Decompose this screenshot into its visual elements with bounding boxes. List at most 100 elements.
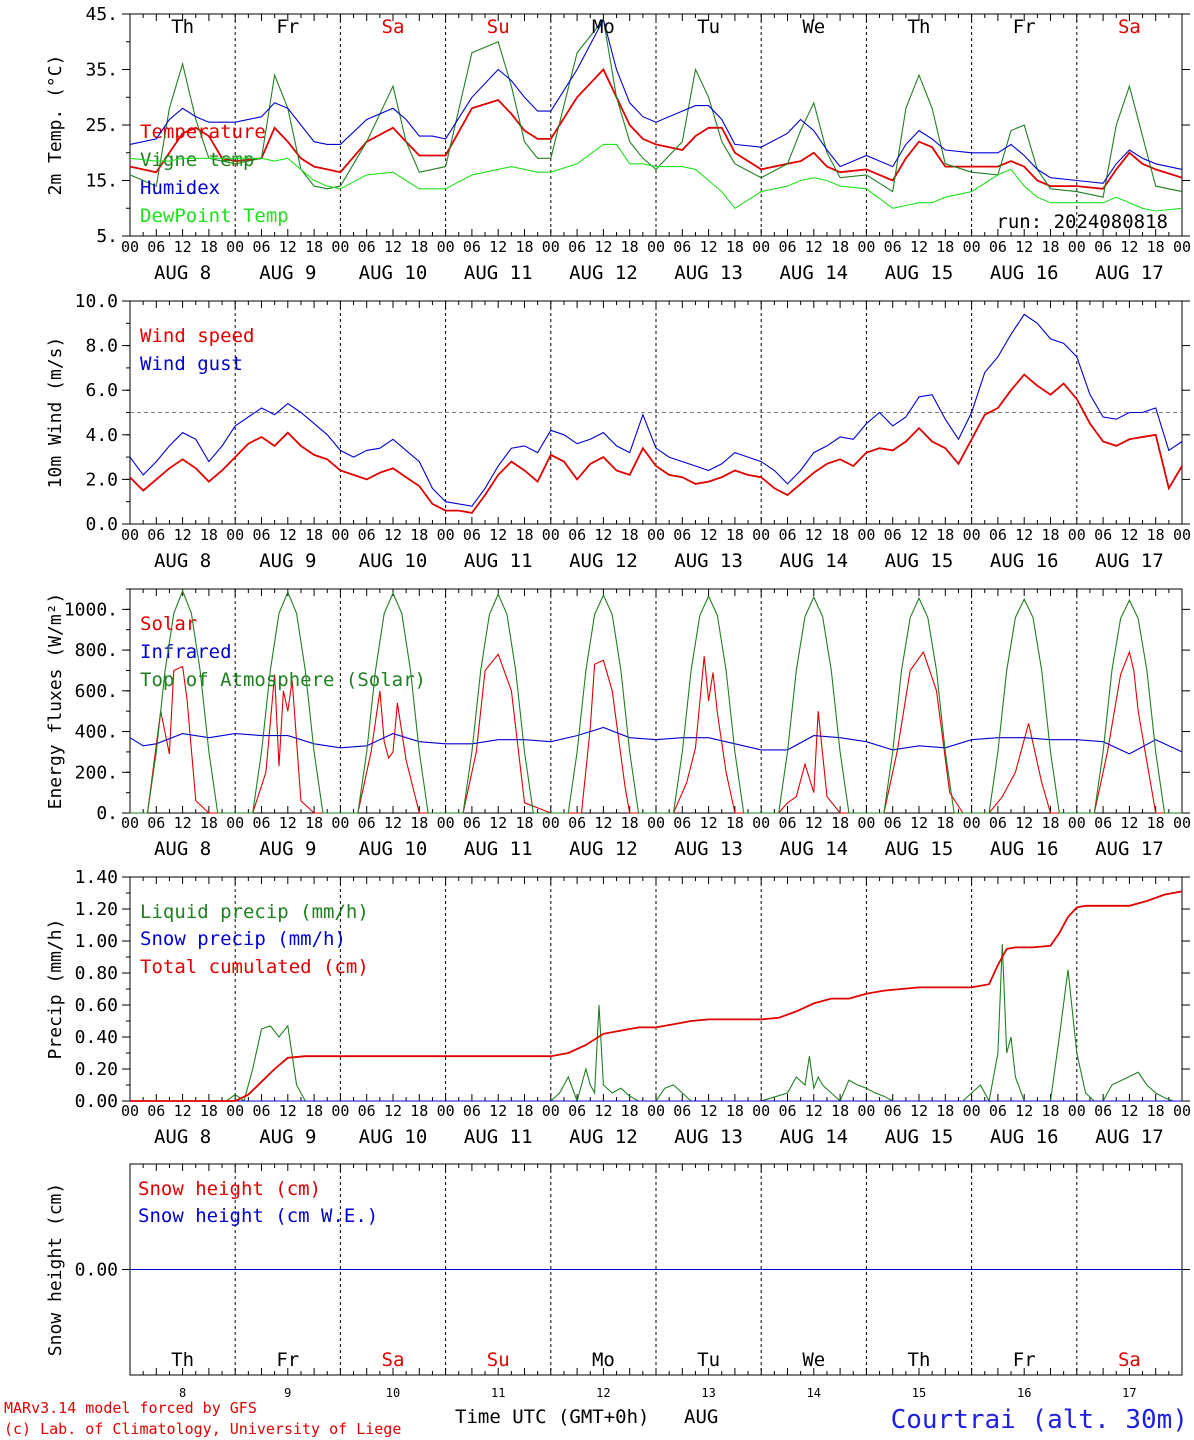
hour-label: 00: [857, 526, 875, 544]
hour-label: 00: [1068, 814, 1086, 832]
legend-entry: Wind gust: [140, 353, 243, 375]
hour-label: 06: [778, 526, 796, 544]
hour-label: 12: [1015, 814, 1033, 832]
y-tick-label: 5.: [96, 226, 118, 247]
hour-label: 18: [1147, 1102, 1165, 1120]
hour-label: 18: [410, 238, 428, 256]
hour-label: 18: [410, 814, 428, 832]
hour-label: 18: [1147, 238, 1165, 256]
hour-label: 12: [279, 238, 297, 256]
hour-label: 12: [489, 526, 507, 544]
hour-label: 06: [884, 814, 902, 832]
hour-label: 00: [963, 814, 981, 832]
date-label: AUG 17: [1095, 838, 1164, 860]
series-line-3: [129, 18, 1183, 184]
hour-label: 06: [568, 1102, 586, 1120]
hour-label: 06: [358, 814, 376, 832]
y-tick-label: 800.: [75, 640, 118, 661]
hour-label: 00: [226, 526, 244, 544]
hour-label: 18: [1041, 1102, 1059, 1120]
y-tick-label: 45.: [85, 4, 118, 25]
hour-label: 00: [1173, 814, 1191, 832]
date-label: AUG 9: [259, 262, 316, 284]
hour-label: 12: [384, 1102, 402, 1120]
date-label: AUG 8: [154, 1126, 211, 1148]
hour-label: 18: [936, 526, 954, 544]
weekday-label: Th: [908, 1349, 931, 1371]
date-label: AUG 9: [259, 838, 316, 860]
legend-entry: Solar: [140, 613, 197, 635]
date-label: AUG 14: [779, 550, 848, 572]
weekday-label: Th: [171, 1349, 194, 1371]
y-tick-label: 0.00: [75, 1091, 118, 1112]
weekday-label: Mo: [592, 1349, 615, 1371]
hour-label: 18: [200, 526, 218, 544]
date-label: AUG 12: [569, 1126, 638, 1148]
hour-label: 12: [594, 1102, 612, 1120]
weekday-label: Tu: [697, 16, 720, 38]
hour-label: 06: [989, 238, 1007, 256]
hour-label: 12: [279, 1102, 297, 1120]
hour-label: 12: [910, 238, 928, 256]
y-tick-label: 4.0: [85, 425, 118, 446]
station-name: Courtrai (alt. 30m): [891, 1405, 1188, 1435]
hour-label: 00: [857, 1102, 875, 1120]
hour-label: 18: [515, 1102, 533, 1120]
hour-label: 18: [1147, 526, 1165, 544]
hour-label: 00: [437, 238, 455, 256]
y-tick-label: 25.: [85, 115, 118, 136]
date-label: AUG 10: [359, 1126, 428, 1148]
hour-label: 06: [252, 526, 270, 544]
hour-label: 18: [621, 814, 639, 832]
date-label: AUG 9: [259, 550, 316, 572]
hour-label: 00: [1068, 238, 1086, 256]
hour-label: 18: [515, 814, 533, 832]
hour-label: 06: [147, 238, 165, 256]
hour-label: 12: [1015, 1102, 1033, 1120]
hour-label: 12: [594, 814, 612, 832]
hour-label: 00: [752, 814, 770, 832]
hour-label: 06: [568, 814, 586, 832]
hour-label: 00: [542, 238, 560, 256]
date-label: AUG 17: [1095, 1126, 1164, 1148]
hour-label: 18: [621, 238, 639, 256]
hour-label: 12: [700, 814, 718, 832]
hour-label: 18: [1041, 814, 1059, 832]
y-tick-label: 6.0: [85, 380, 118, 401]
legend-entry: Vigne temp: [140, 149, 254, 171]
date-label: AUG 16: [990, 838, 1059, 860]
hour-label: 00: [647, 526, 665, 544]
hour-label: 18: [200, 238, 218, 256]
panel-3: 0. 200. 400. 600. 800. 1000.Energy fluxes (W/…: [45, 588, 1191, 860]
y-tick-label: 1.20: [75, 899, 118, 920]
legend-entry: Temperature: [140, 121, 266, 143]
date-label: AUG 11: [464, 1126, 533, 1148]
hour-label: 06: [778, 238, 796, 256]
hour-label: 00: [331, 526, 349, 544]
hour-label: 00: [437, 1102, 455, 1120]
hour-label: 06: [1094, 1102, 1112, 1120]
y-axis-title: 10m Wind (m/s): [45, 337, 66, 489]
y-tick-label: 400.: [75, 722, 118, 743]
legend-entry: Wind speed: [140, 325, 254, 347]
hour-label: 12: [489, 238, 507, 256]
date-label: AUG 8: [154, 838, 211, 860]
date-label: AUG 16: [990, 550, 1059, 572]
date-label: AUG 10: [359, 550, 428, 572]
hour-label: 06: [463, 526, 481, 544]
series-line-3: [130, 890, 1183, 1102]
weekday-label: We: [802, 1349, 825, 1371]
y-tick-label: 0.00: [75, 1260, 118, 1281]
hour-label: 00: [331, 814, 349, 832]
hour-label: 12: [1120, 1102, 1138, 1120]
y-axis-title: Energy fluxes (W/m²): [45, 593, 66, 810]
legend-entry: Total cumulated (cm): [140, 956, 369, 978]
y-tick-label: 15.: [85, 171, 118, 192]
hour-label: 06: [989, 526, 1007, 544]
hour-label: 06: [147, 526, 165, 544]
hour-label: 00: [1068, 1102, 1086, 1120]
hour-label: 00: [331, 238, 349, 256]
hour-label: 12: [910, 526, 928, 544]
hour-label: 00: [542, 1102, 560, 1120]
